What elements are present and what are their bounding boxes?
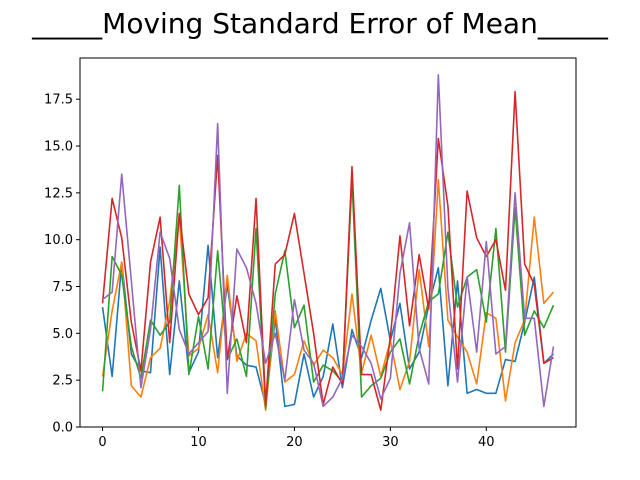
y-tick-label: 2.5	[52, 374, 73, 389]
y-tick-label: 10.0	[44, 233, 73, 248]
series-line-4	[101, 90, 554, 411]
series-line-3	[101, 178, 555, 410]
x-tick-label: 40	[478, 435, 495, 450]
x-tick-label: 30	[382, 435, 399, 450]
y-tick-label: 12.5	[44, 186, 73, 201]
y-tick-label: 0.0	[52, 421, 73, 436]
series-line-2	[101, 178, 555, 411]
plot-area-frame	[79, 57, 577, 428]
y-tick-label: 7.5	[52, 280, 73, 295]
y-axis: 0.0 2.5 5.0 7.5 10.0 12.5 15.0 17.5	[44, 93, 80, 436]
series-lines	[101, 74, 555, 411]
y-tick-label: 5.0	[52, 327, 73, 342]
y-tick-label: 17.5	[44, 93, 73, 108]
series-line-1	[101, 244, 555, 408]
x-axis: 0 10 20 30 40	[98, 427, 495, 450]
x-tick-label: 0	[98, 435, 106, 450]
y-tick-label: 15.0	[44, 140, 73, 155]
x-tick-label: 20	[286, 435, 303, 450]
series-line-5	[102, 74, 555, 408]
chart-title: _____Moving Standard Error of Mean_____	[31, 7, 609, 40]
x-tick-label: 10	[190, 435, 207, 450]
